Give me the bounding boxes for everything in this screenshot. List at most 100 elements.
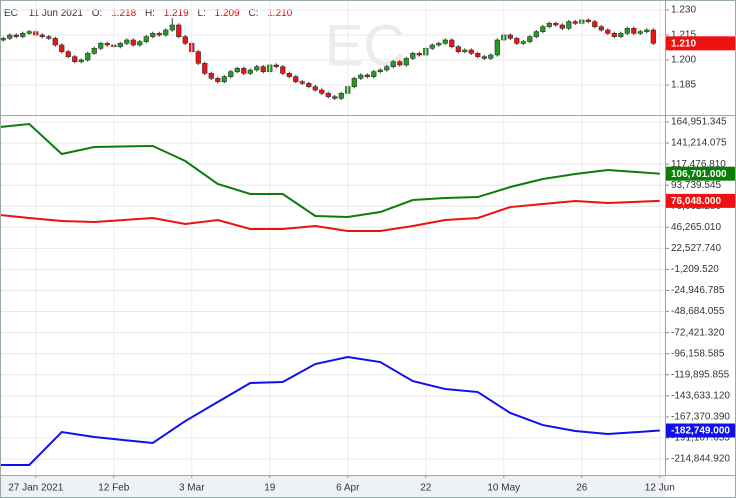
candle-body <box>247 69 253 74</box>
y-tick-label: -48,684.055 <box>671 306 725 317</box>
symbol: EC <box>4 8 18 19</box>
candle-body <box>254 66 260 71</box>
candle-body <box>364 74 370 77</box>
candle-body <box>280 66 286 74</box>
series-line <box>0 199 660 233</box>
candle-body <box>455 46 461 52</box>
candle-body <box>650 29 656 44</box>
candle-body <box>72 56 78 62</box>
candle-body <box>618 33 624 37</box>
candle-body <box>351 78 357 87</box>
date: 11 Jun 2021 <box>29 8 84 19</box>
candle-body <box>338 93 344 99</box>
candle-body <box>124 39 130 44</box>
candle-body <box>65 51 71 57</box>
candle-body <box>143 36 149 42</box>
candle-body <box>527 36 533 42</box>
candle-body <box>20 33 26 37</box>
candle-body <box>59 44 65 52</box>
candle-body <box>163 29 169 36</box>
candle-body <box>299 81 305 84</box>
candle-body <box>390 61 396 67</box>
candle-body <box>410 53 416 59</box>
y-tick-label: 46,265.010 <box>671 222 721 233</box>
candle-body <box>514 38 520 44</box>
candle-body <box>137 41 143 46</box>
candle-body <box>202 63 208 74</box>
candle-body <box>598 26 604 31</box>
candle-body <box>286 73 292 77</box>
candle-body <box>416 53 422 56</box>
y-tick-label: -214,844.920 <box>671 454 730 465</box>
candle-body <box>442 39 448 44</box>
candle-body <box>462 49 468 52</box>
candle-body <box>312 86 318 91</box>
candle-body <box>260 66 266 72</box>
candle-body <box>468 49 474 54</box>
y-tick-label: 1.230 <box>671 5 696 16</box>
candle-body <box>377 69 383 72</box>
candle-body <box>91 48 97 54</box>
ohlc-value: 1.210 <box>267 8 292 19</box>
price-label-box <box>666 36 736 51</box>
candle-body <box>78 59 84 62</box>
candle-body <box>384 66 390 71</box>
candle-body <box>449 39 455 47</box>
ohlc-label: H: <box>145 8 155 19</box>
x-tick-label: 19 <box>264 483 276 494</box>
candle-body <box>39 34 45 37</box>
candle-body <box>488 54 494 59</box>
candle-body <box>306 83 312 87</box>
candle-body <box>241 68 247 74</box>
x-tick-label: 27 Jan 2021 <box>8 483 63 494</box>
candle-body <box>494 39 500 56</box>
candle-body <box>475 53 481 57</box>
price-label: 106,701.000 <box>671 169 727 180</box>
candle-body <box>293 76 299 82</box>
price-label: -182,749.000 <box>671 426 730 437</box>
candle-body <box>624 28 630 34</box>
y-tick-label: 1.185 <box>671 80 696 91</box>
header: EC 11 Jun 2021 O: 1.218 H: 1.219 L: 1.20… <box>4 8 293 19</box>
price-label: 1.210 <box>671 38 696 49</box>
series-line <box>0 355 660 466</box>
candle-body <box>26 31 32 34</box>
ohlc-label: C: <box>248 8 258 19</box>
x-tick-label: 10 May <box>487 483 520 494</box>
candle-body <box>228 71 234 77</box>
candle-body <box>85 53 91 61</box>
candle-body <box>585 19 591 22</box>
y-tick-label: -191,107.655 <box>671 433 730 444</box>
candle-body <box>130 39 136 46</box>
candle-body <box>117 43 123 47</box>
candle-body <box>371 71 377 77</box>
candle-body <box>7 34 13 39</box>
candle-body <box>104 43 110 46</box>
candle-body <box>481 56 487 59</box>
candle-body <box>182 36 188 44</box>
candle-body <box>507 34 513 39</box>
x-tick-label: 12 Feb <box>98 483 130 494</box>
x-tick-label: 26 <box>576 483 588 494</box>
candle-body <box>546 23 552 27</box>
x-axis-band <box>0 476 666 498</box>
y-tick-label: -167,370.390 <box>671 412 730 423</box>
ohlc-value: 1.218 <box>111 8 136 19</box>
y-tick-label: -1,209.520 <box>671 264 719 275</box>
candle-body <box>631 28 637 34</box>
candle-body <box>644 29 650 32</box>
x-tick-label: 3 Mar <box>179 483 205 494</box>
candle-body <box>611 33 617 37</box>
x-tick-label: 6 Apr <box>336 483 360 494</box>
candle-body <box>429 44 435 49</box>
candle-body <box>553 23 559 26</box>
candle-body <box>332 96 338 99</box>
candle-body <box>540 26 546 32</box>
ohlc-value: 1.219 <box>164 8 189 19</box>
candle-body <box>169 24 175 31</box>
candle-body <box>605 29 611 34</box>
candle-body <box>98 43 104 49</box>
y-tick-label: 93,739.545 <box>671 180 721 191</box>
price-label-box <box>666 423 736 438</box>
candle-body <box>221 76 227 82</box>
